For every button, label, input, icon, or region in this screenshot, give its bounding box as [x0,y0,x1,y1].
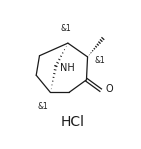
Text: O: O [105,84,113,94]
Text: NH: NH [60,63,75,73]
Text: HCl: HCl [60,115,84,129]
Text: &1: &1 [94,56,105,65]
Text: &1: &1 [37,102,48,111]
Text: &1: &1 [60,24,71,33]
